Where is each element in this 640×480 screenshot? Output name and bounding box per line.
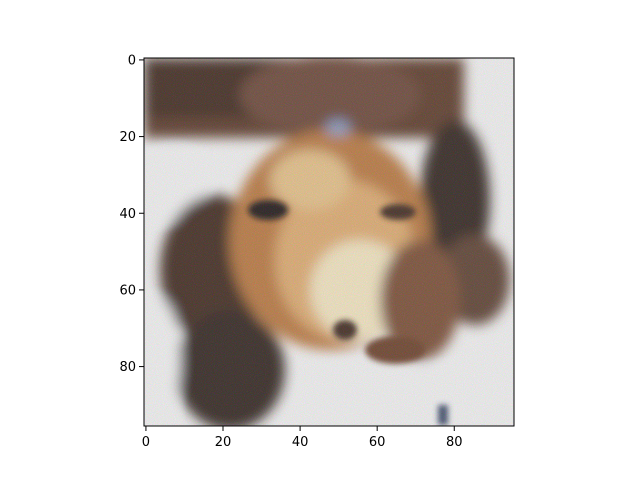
axes-frame <box>143 57 515 427</box>
y-tick-label: 20 <box>119 130 136 145</box>
y-tick-label: 80 <box>119 360 136 375</box>
generated-face-image <box>144 58 514 426</box>
x-tick-label: 40 <box>292 435 309 450</box>
x-tick-label: 0 <box>142 435 150 450</box>
x-tick-label: 80 <box>446 435 463 450</box>
y-tick-label: 60 <box>119 283 136 298</box>
x-axis: 0 20 40 60 80 <box>142 426 463 450</box>
y-tick-label: 0 <box>128 53 136 68</box>
x-tick-label: 20 <box>215 435 232 450</box>
x-tick-label: 60 <box>369 435 386 450</box>
y-axis: 0 20 40 60 80 <box>119 53 144 375</box>
y-tick-label: 40 <box>119 207 136 222</box>
